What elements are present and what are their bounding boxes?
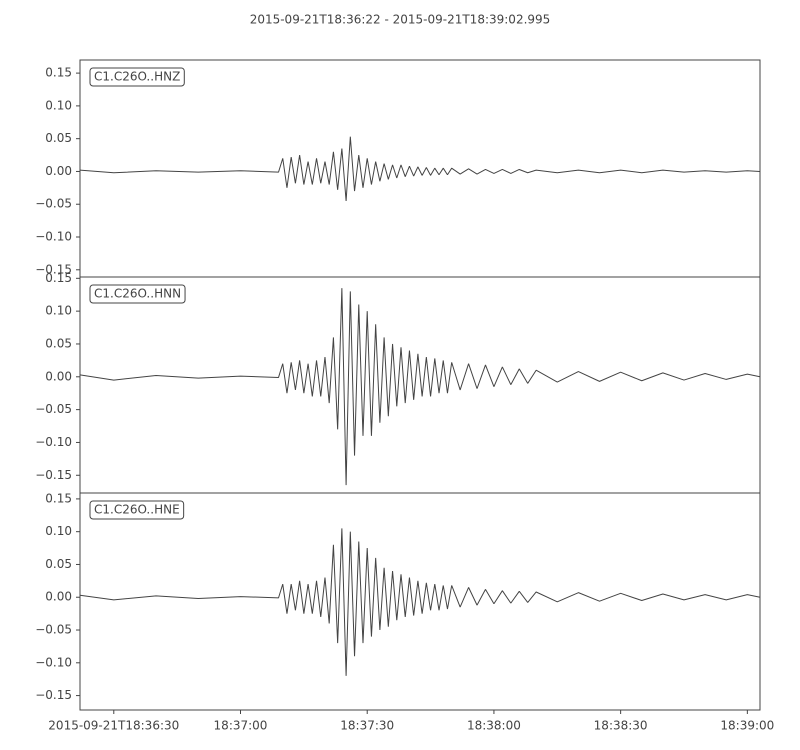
axes-frame (79, 492, 761, 711)
y-tick-label: 0.10 (45, 304, 72, 318)
trace-label-box (89, 67, 185, 87)
y-tick-label: 0.10 (45, 524, 72, 538)
y-tick-label: −0.10 (35, 655, 72, 669)
trace-label: C1.C26O..HNE (94, 503, 180, 517)
trace-label-box (89, 500, 185, 520)
y-tick-label: −0.05 (35, 402, 72, 416)
y-tick-label: 0.15 (45, 491, 72, 505)
y-tick-label: −0.10 (35, 230, 72, 244)
y-tick-label: 0.15 (45, 271, 72, 285)
y-tick-label: −0.10 (35, 435, 72, 449)
trace-label: C1.C26O..HNZ (94, 70, 180, 84)
y-tick-label: −0.15 (35, 468, 72, 482)
y-tick-label: 0.00 (45, 590, 72, 604)
y-tick-label: −0.05 (35, 197, 72, 211)
waveform (79, 136, 761, 201)
trace-label: C1.C26O..HNN (94, 287, 181, 301)
x-tick-label: 18:38:00 (467, 719, 521, 733)
y-tick-label: 0.05 (45, 131, 72, 145)
y-tick-label: 0.00 (45, 164, 72, 178)
y-tick-label: −0.05 (35, 623, 72, 637)
y-tick-label: 0.05 (45, 557, 72, 571)
y-tick-label: 0.10 (45, 98, 72, 112)
y-tick-label: −0.15 (35, 688, 72, 702)
y-tick-label: −0.15 (35, 262, 72, 276)
x-tick-label: 18:37:00 (214, 719, 268, 733)
x-tick-label: 2015-09-21T18:36:30 (48, 719, 179, 733)
y-tick-label: 0.00 (45, 369, 72, 383)
trace-label-box (89, 284, 186, 304)
x-tick-label: 18:39:00 (720, 719, 774, 733)
x-tick-label: 18:37:30 (340, 719, 394, 733)
waveform (79, 288, 761, 486)
y-tick-label: 0.15 (45, 66, 72, 80)
waveform (79, 528, 761, 676)
x-tick-label: 18:38:30 (594, 719, 648, 733)
figure-title: 2015-09-21T18:36:22 - 2015-09-21T18:39:0… (250, 13, 551, 27)
y-tick-label: 0.05 (45, 336, 72, 350)
